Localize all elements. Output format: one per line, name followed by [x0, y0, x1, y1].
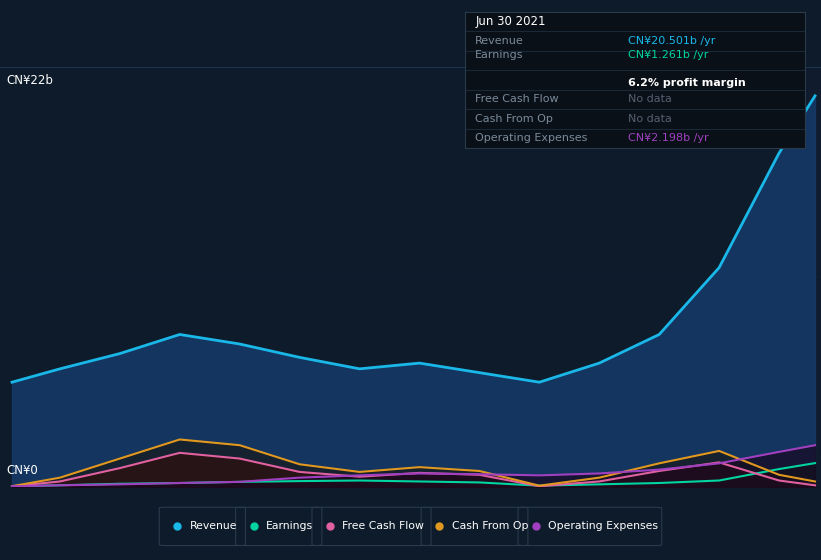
Text: CN¥22b: CN¥22b — [6, 73, 53, 86]
Text: CN¥20.501b /yr: CN¥20.501b /yr — [628, 36, 716, 46]
Text: Cash From Op: Cash From Op — [452, 521, 528, 531]
Text: Operating Expenses: Operating Expenses — [548, 521, 658, 531]
Text: No data: No data — [628, 95, 672, 104]
Text: CN¥1.261b /yr: CN¥1.261b /yr — [628, 50, 709, 60]
Text: CN¥2.198b /yr: CN¥2.198b /yr — [628, 133, 709, 143]
Text: Cash From Op: Cash From Op — [475, 114, 553, 124]
Text: Revenue: Revenue — [475, 36, 524, 46]
Text: No data: No data — [628, 114, 672, 124]
Text: Earnings: Earnings — [266, 521, 313, 531]
Text: Revenue: Revenue — [190, 521, 237, 531]
Text: Free Cash Flow: Free Cash Flow — [342, 521, 424, 531]
Text: CN¥0: CN¥0 — [6, 464, 38, 477]
Text: Earnings: Earnings — [475, 50, 524, 60]
Bar — [779, 67, 821, 487]
Text: Free Cash Flow: Free Cash Flow — [475, 95, 559, 104]
Text: Operating Expenses: Operating Expenses — [475, 133, 588, 143]
Text: 6.2% profit margin: 6.2% profit margin — [628, 78, 746, 88]
Text: Jun 30 2021: Jun 30 2021 — [475, 15, 546, 28]
